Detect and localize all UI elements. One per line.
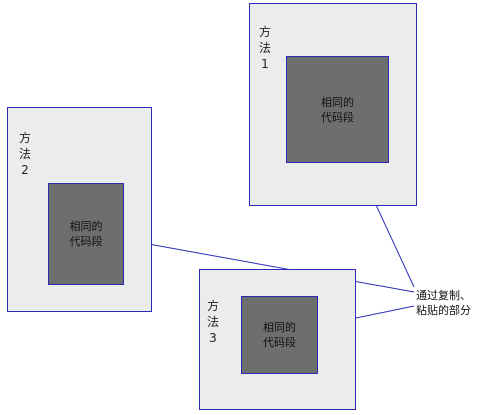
method-3-number: 3 (209, 331, 217, 345)
method-3-code-text: 相同的代码段 (263, 321, 296, 349)
method-1-label: 方 法 1 (258, 24, 272, 72)
method-3-code-block: 相同的代码段 (241, 296, 318, 374)
method-1-code-text: 相同的代码段 (321, 95, 354, 124)
method-2-label-char-2: 法 (18, 147, 31, 161)
method-1-box: 方 法 1 相同的代码段 (249, 3, 417, 206)
method-2-code-block: 相同的代码段 (48, 183, 124, 285)
method-1-label-char-2: 法 (258, 41, 271, 55)
method-3-box: 方 法 3 相同的代码段 (199, 269, 356, 410)
method-2-box: 方 法 2 相同的代码段 (7, 107, 152, 312)
copy-paste-note: 通过复制、粘贴的部分 (416, 289, 471, 317)
method-3-label-char-1: 方 (206, 299, 219, 313)
method-2-label-char-1: 方 (18, 131, 31, 145)
method-2-code-text: 相同的代码段 (69, 220, 103, 248)
method-2-label: 方 法 2 (18, 130, 32, 178)
method-1-number: 1 (261, 57, 269, 71)
method-3-label: 方 法 3 (206, 298, 220, 346)
method-1-code-block: 相同的代码段 (286, 56, 389, 163)
method-1-label-char-1: 方 (258, 25, 271, 39)
method-3-label-char-2: 法 (206, 315, 219, 329)
method-2-number: 2 (21, 163, 29, 177)
connector-line-2 (103, 235, 415, 293)
